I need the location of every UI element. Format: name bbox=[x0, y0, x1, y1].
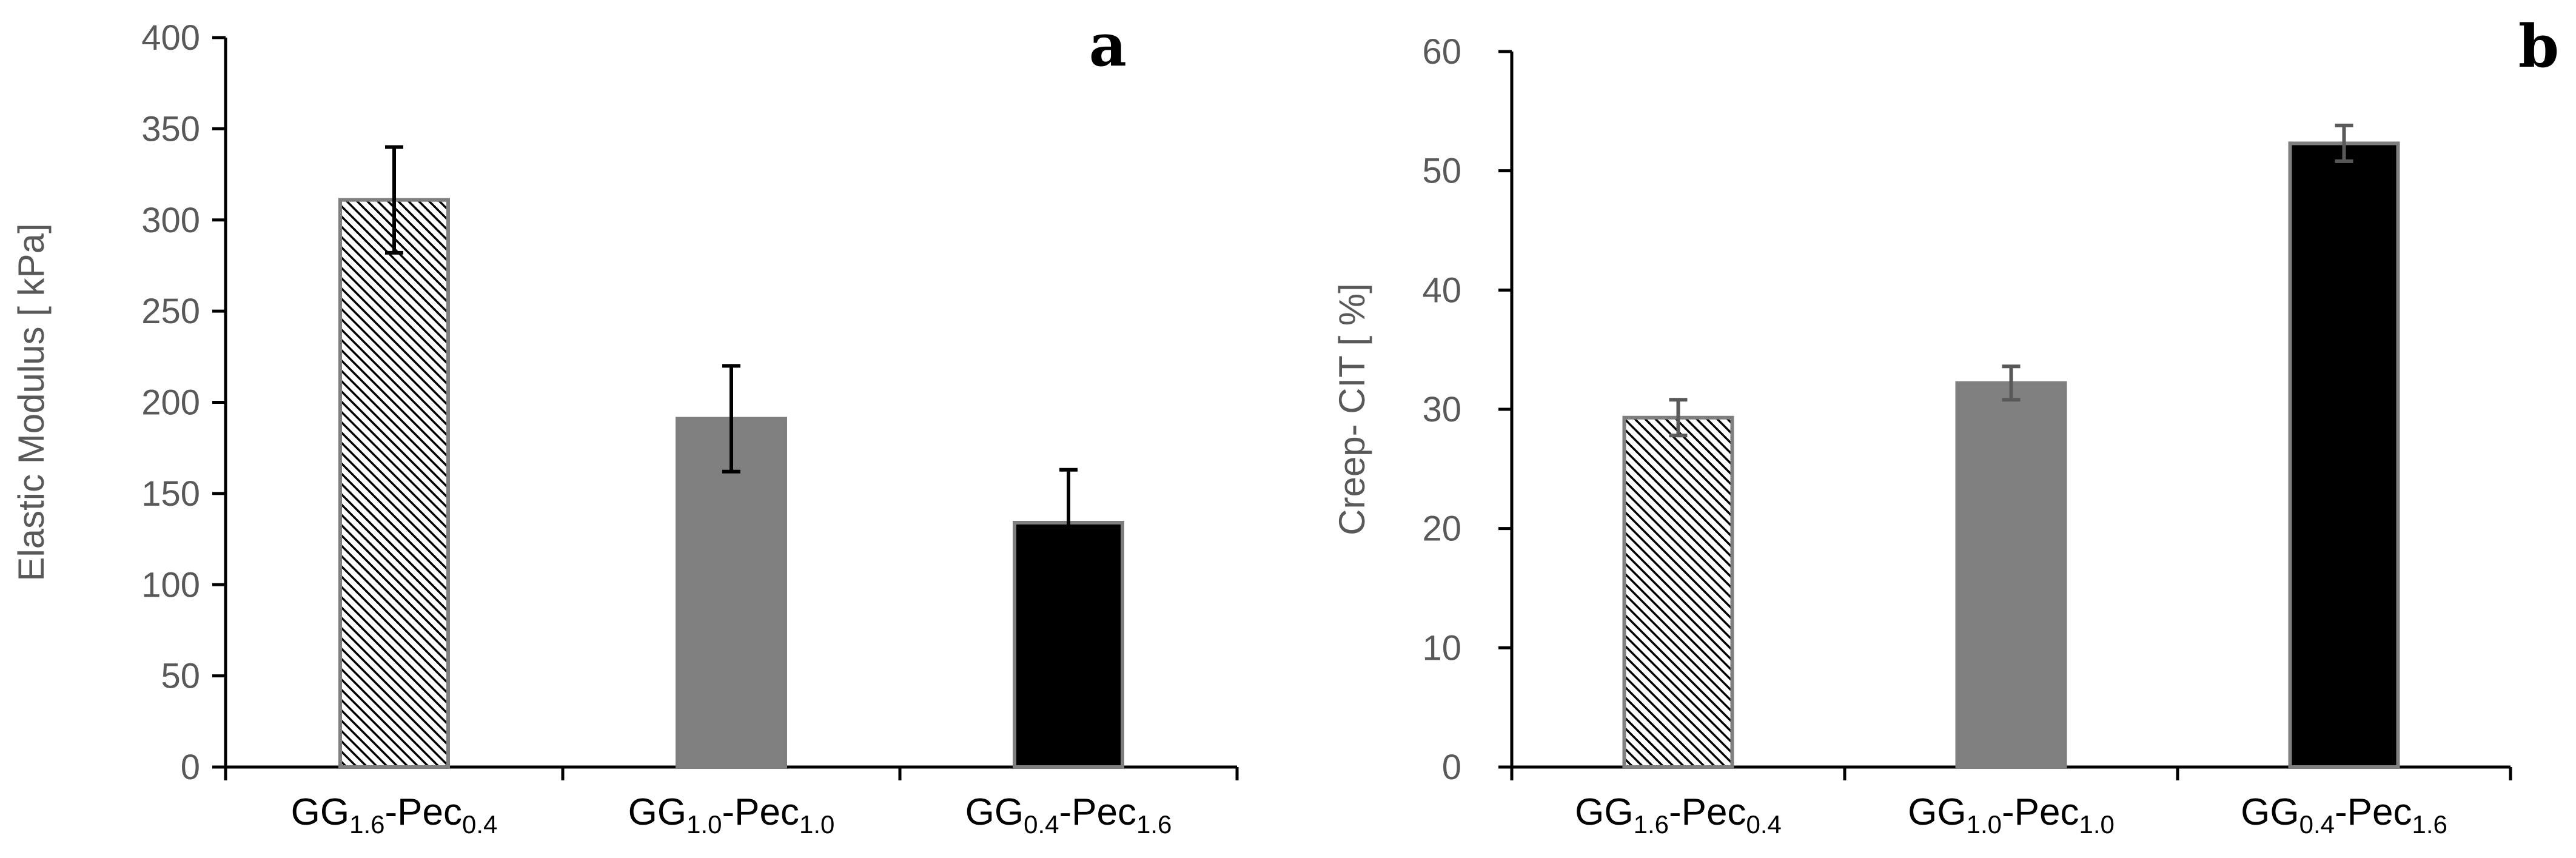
chart-panel-a: 0 50 100 150 200 250 300 350 400 GG1.6-Pec0.4 GG1.… bbox=[11, 11, 1239, 839]
chart-panel-b: 0 10 20 30 40 50 60 GG1.6-Pec0.4 GG1.0-Pec1.0 GG0… bbox=[1332, 12, 2559, 839]
error-bar-1 bbox=[385, 145, 403, 255]
y-tick-label: 250 bbox=[141, 292, 200, 331]
y-tick-label: 40 bbox=[1422, 270, 1461, 310]
error-bar-2 bbox=[2002, 364, 2021, 402]
error-bar-3 bbox=[1059, 468, 1078, 578]
y-tick-label: 50 bbox=[1422, 152, 1461, 191]
y-tick-label: 0 bbox=[1442, 748, 1461, 787]
x-category-label: GG0.4-Pec1.6 bbox=[2241, 791, 2447, 839]
bar-1 bbox=[338, 198, 450, 769]
x-category-label: GG1.0-Pec1.0 bbox=[628, 791, 835, 839]
y-tick-label: 150 bbox=[141, 474, 200, 514]
bar-2 bbox=[1955, 381, 2067, 769]
y-axis-title: Elastic Modulus [ kPa] bbox=[11, 223, 52, 581]
y-tick-label: 100 bbox=[141, 565, 200, 605]
x-category-label: GG0.4-Pec1.6 bbox=[965, 791, 1172, 839]
error-bar-1 bbox=[1669, 398, 1688, 438]
panel-label: a bbox=[1089, 11, 1127, 79]
bar-3 bbox=[2288, 141, 2400, 769]
y-tick-label: 50 bbox=[161, 657, 200, 696]
x-category-label: GG1.0-Pec1.0 bbox=[1908, 791, 2115, 839]
panel-label: b bbox=[2518, 12, 2559, 81]
y-tick-label: 350 bbox=[141, 109, 200, 149]
y-tick-label: 0 bbox=[181, 748, 200, 787]
y-tick-label: 400 bbox=[141, 18, 200, 58]
y-tick-label: 20 bbox=[1422, 509, 1461, 549]
x-category-label: GG1.6-Pec0.4 bbox=[291, 791, 498, 839]
y-tick-label: 200 bbox=[141, 383, 200, 423]
y-axis-title: Creep- CIT [ %] bbox=[1332, 283, 1372, 535]
y-tick-label: 60 bbox=[1422, 32, 1461, 72]
y-tick-label: 10 bbox=[1422, 628, 1461, 668]
x-category-label: GG1.6-Pec0.4 bbox=[1575, 791, 1782, 839]
error-bar-3 bbox=[2335, 123, 2353, 163]
y-tick-label: 300 bbox=[141, 201, 200, 240]
y-tick-label: 30 bbox=[1422, 390, 1461, 429]
error-bar-2 bbox=[722, 364, 740, 474]
bar-1 bbox=[1622, 415, 1734, 769]
